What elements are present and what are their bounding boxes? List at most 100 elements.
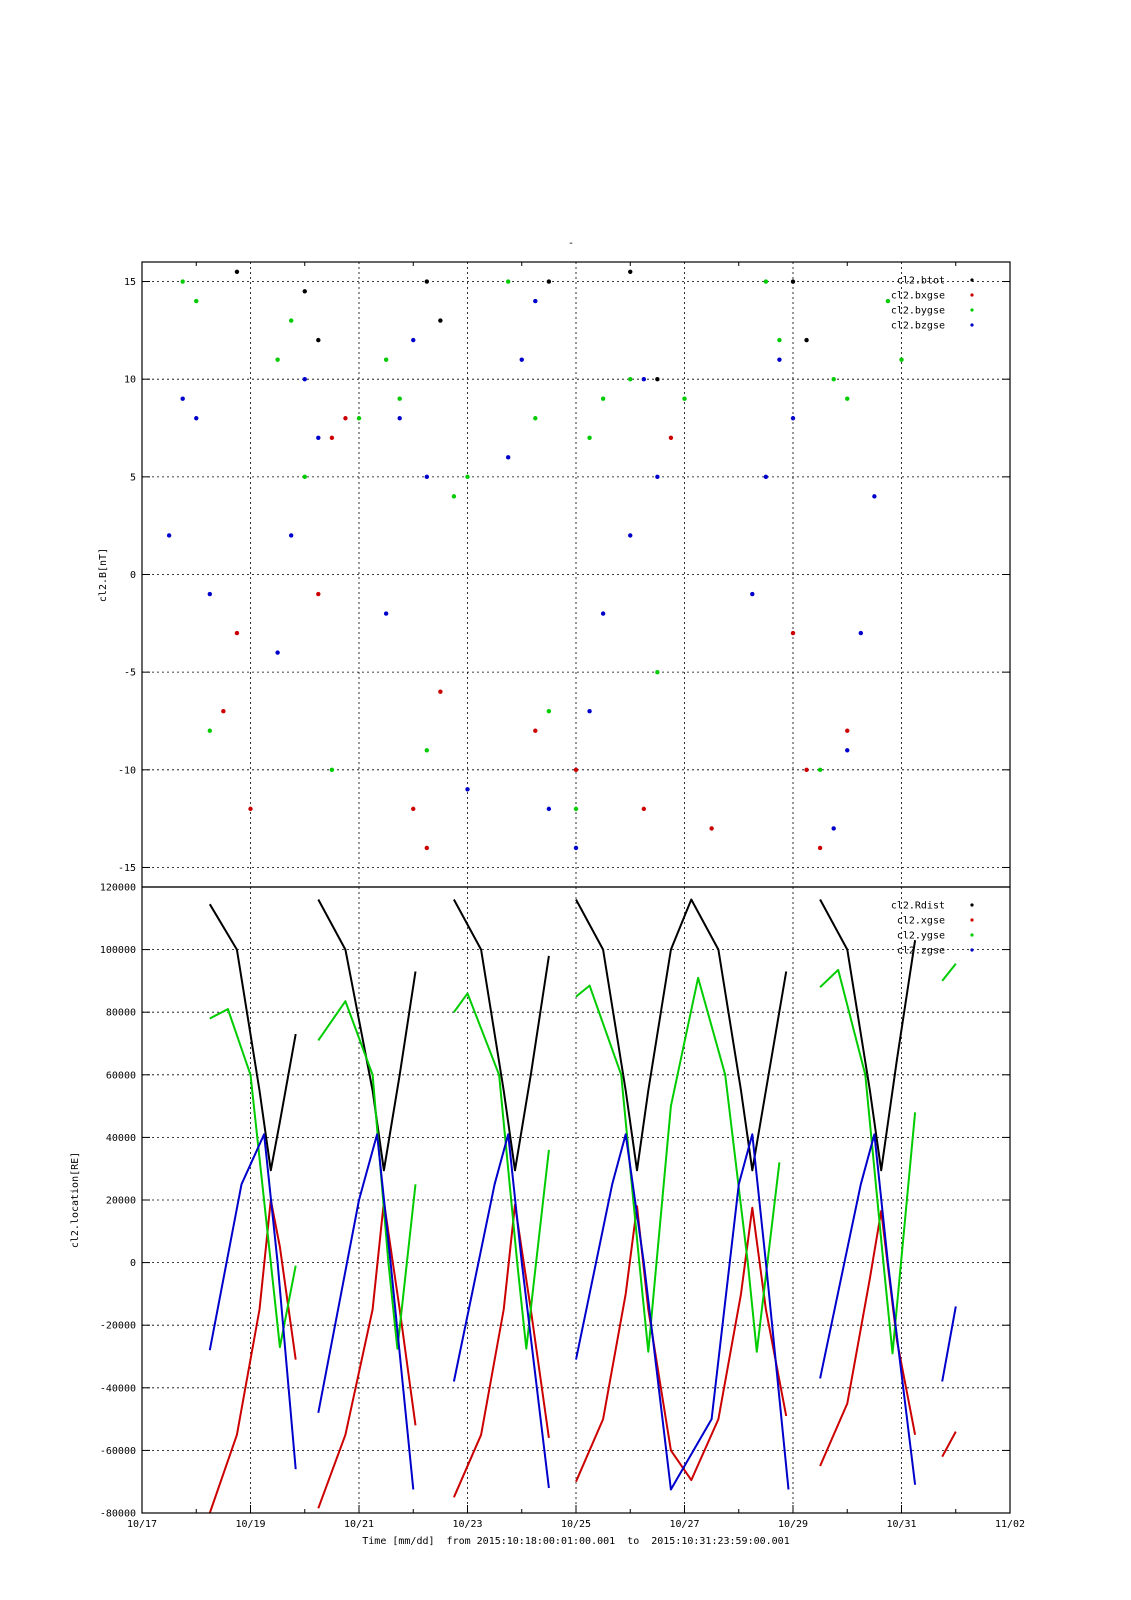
xaxis-tick-label: 10/31	[886, 1519, 916, 1530]
loc-line-cl2-zgse	[317, 1133, 415, 1490]
b-point-cl2-bxgse	[438, 689, 443, 694]
b-legend-label: cl2.btot	[897, 276, 945, 287]
b-point-cl2-btot	[438, 318, 443, 323]
b-point-cl2-btot	[655, 376, 660, 382]
b-point-cl2-bzgse	[573, 845, 579, 851]
b-point-cl2-bygse	[817, 767, 823, 773]
b-point-cl2-btot	[628, 269, 633, 274]
location-panel: 120000 100000 80000 60000 40000 20000 0 -20000 -…	[70, 883, 1011, 1520]
loc-ytick-label: 20000	[106, 1196, 136, 1207]
b-point-cl2-btot	[804, 337, 809, 343]
b-point-cl2-bygse	[899, 357, 904, 362]
loc-legend-label: cl2.ygse	[897, 931, 945, 942]
b-legend-marker	[970, 323, 974, 327]
b-point-cl2-bzgse	[655, 474, 660, 480]
b-point-cl2-bzgse	[533, 298, 538, 304]
b-point-cl2-btot	[234, 269, 240, 274]
loc-legend-marker	[970, 933, 974, 937]
b-point-cl2-bxgse	[316, 591, 321, 597]
b-point-cl2-bygse	[451, 494, 457, 499]
b-point-cl2-bygse	[885, 298, 891, 304]
loc-line-cl2-xgse	[317, 1200, 417, 1509]
b-point-cl2-bzgse	[587, 709, 592, 714]
xaxis-tick-label: 10/21	[344, 1519, 374, 1530]
loc-legend: cl2.Rdist cl2.xgse cl2.ygse cl2.zgse	[891, 901, 974, 957]
b-point-cl2-bygse	[546, 709, 552, 714]
loc-ytick-label: -20000	[100, 1321, 136, 1332]
b-point-cl2-bzgse	[546, 806, 552, 812]
xaxis-tick-label: 10/25	[561, 1519, 591, 1530]
b-point-cl2-bxgse	[533, 728, 538, 733]
b-ytick-label: -15	[118, 863, 136, 874]
loc-ytick-label: -80000	[100, 1509, 136, 1520]
b-ytick-label: -5	[124, 668, 136, 679]
xaxis-tick-label: 10/27	[669, 1519, 699, 1530]
loc-ytick-label: -60000	[100, 1446, 136, 1457]
b-point-cl2-bygse	[831, 376, 836, 382]
b-legend-marker	[970, 293, 974, 297]
loc-ylabel: cl2.location[RE]	[70, 1152, 81, 1248]
loc-line-cl2-Rdist	[453, 899, 550, 1172]
b-point-cl2-bxgse	[411, 806, 416, 812]
loc-ytick-label: 120000	[100, 883, 136, 894]
loc-line-cl2-zgse	[575, 1133, 790, 1491]
b-point-cl2-bygse	[383, 357, 389, 362]
b-point-cl2-bygse	[288, 318, 294, 323]
b-point-cl2-bzgse	[316, 435, 321, 440]
b-point-cl2-bzgse	[288, 533, 294, 538]
loc-data-lines	[208, 898, 957, 1514]
b-point-cl2-bxgse	[709, 826, 714, 831]
b-point-cl2-bygse	[600, 396, 606, 401]
loc-legend-marker	[970, 948, 974, 952]
b-yaxis-ticks: 15 10 5 0 -5 -10 -15	[118, 277, 1010, 874]
b-point-cl2-bzgse	[424, 474, 430, 480]
xaxis-tick-label: 11/02	[995, 1519, 1025, 1530]
b-ytick-label: 10	[124, 375, 136, 386]
xaxis-tick-label: 10/17	[127, 1519, 157, 1530]
b-point-cl2-bygse	[302, 474, 307, 480]
b-ylabel: cl2.B[nT]	[98, 548, 109, 602]
b-point-cl2-bygse	[207, 728, 213, 733]
loc-line-cl2-xgse	[575, 1205, 788, 1483]
b-point-cl2-bzgse	[790, 416, 796, 421]
b-point-cl2-bzgse	[641, 376, 647, 382]
b-point-cl2-btot	[302, 289, 307, 294]
b-point-cl2-bzgse	[397, 416, 402, 421]
b-point-cl2-bygse	[777, 337, 782, 343]
b-point-cl2-bxgse	[234, 630, 240, 636]
b-point-cl2-bygse	[180, 279, 185, 284]
b-point-cl2-bygse	[573, 806, 579, 812]
b-point-cl2-bzgse	[302, 376, 307, 382]
b-legend-marker	[970, 278, 974, 282]
loc-line-cl2-ygse	[819, 968, 917, 1355]
b-point-cl2-bxgse	[424, 845, 430, 851]
loc-ytick-label: 60000	[106, 1070, 136, 1081]
b-point-cl2-bygse	[275, 357, 280, 362]
loc-legend-label: cl2.Rdist	[891, 901, 945, 912]
b-ytick-label: 5	[130, 472, 136, 483]
xaxis-title: Time [mm/dd] from 2015:10:18:00:01:00.00…	[362, 1536, 789, 1547]
b-point-cl2-bygse	[465, 474, 470, 480]
xaxis-tick-label: 10/29	[778, 1519, 808, 1530]
xaxis-tick-label: 10/19	[235, 1519, 265, 1530]
b-point-cl2-bzgse	[600, 611, 606, 616]
b-point-cl2-bygse	[587, 435, 592, 440]
b-point-cl2-btot	[316, 337, 321, 343]
loc-legend-label: cl2.zgse	[897, 946, 945, 957]
b-point-cl2-bxgse	[221, 709, 226, 714]
b-point-cl2-bzgse	[180, 396, 185, 401]
loc-ytick-label: -40000	[100, 1383, 136, 1394]
loc-line-cl2-Rdist	[208, 903, 297, 1172]
b-legend: cl2.btot cl2.bxgse cl2.bygse cl2.bzgse	[891, 276, 974, 332]
loc-line-cl2-Rdist	[819, 899, 917, 1172]
b-point-cl2-bxgse	[573, 767, 579, 773]
loc-line-cl2-xgse	[208, 1199, 297, 1514]
b-point-cl2-bxgse	[845, 728, 850, 733]
b-point-cl2-bzgse	[858, 630, 864, 636]
b-point-cl2-bygse	[356, 416, 362, 421]
loc-line-cl2-ygse	[209, 1008, 297, 1349]
loc-line-cl2-zgse	[819, 1133, 917, 1485]
b-point-cl2-btot	[790, 279, 796, 284]
loc-line-cl2-ygse	[453, 992, 550, 1350]
